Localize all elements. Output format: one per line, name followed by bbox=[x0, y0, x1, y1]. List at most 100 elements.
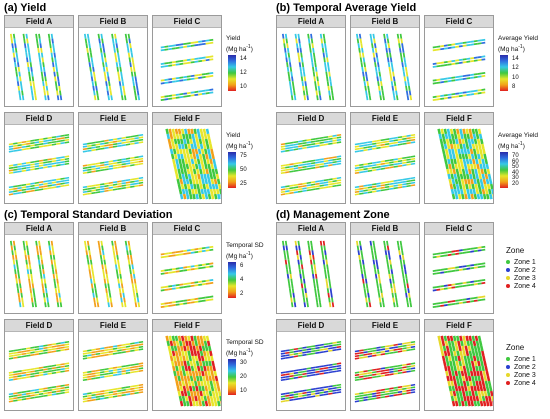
yield-pass-segment bbox=[117, 166, 122, 169]
yield-pass-segment bbox=[397, 157, 403, 160]
yield-pass-segment bbox=[323, 138, 329, 141]
facet-field-d: Field D bbox=[4, 319, 74, 411]
yield-pass-segment bbox=[29, 269, 33, 275]
yield-pass-segment bbox=[97, 33, 101, 39]
yield-pass-segment bbox=[457, 340, 461, 347]
yield-pass-segment bbox=[312, 278, 316, 284]
yield-pass-segment bbox=[25, 185, 31, 188]
yield-pass-segment bbox=[371, 188, 377, 191]
yield-pass-segment bbox=[332, 184, 337, 188]
yield-pass-segment bbox=[447, 76, 452, 80]
yield-pass-segment bbox=[47, 158, 53, 161]
yield-pass-segment bbox=[470, 250, 475, 253]
field-map-svg bbox=[165, 128, 221, 200]
yield-pass-segment bbox=[302, 370, 307, 373]
yield-pass-segment bbox=[449, 183, 454, 190]
yield-pass-segment bbox=[436, 98, 441, 101]
yield-pass-segment bbox=[95, 292, 98, 298]
yield-pass-segment bbox=[468, 183, 472, 190]
yield-pass-segment bbox=[183, 42, 188, 46]
yield-pass-segment bbox=[354, 193, 360, 196]
yield-pass-segment bbox=[395, 297, 398, 303]
legend-color-bar bbox=[500, 55, 508, 91]
yield-pass-segment bbox=[455, 302, 460, 305]
yield-pass-segment bbox=[491, 188, 493, 195]
yield-pass-segment bbox=[325, 71, 328, 77]
yield-pass-segment bbox=[285, 166, 290, 169]
yield-pass-segment bbox=[112, 159, 118, 162]
yield-pass-segment bbox=[315, 373, 320, 376]
yield-pass-segment bbox=[121, 95, 124, 101]
yield-pass-segment bbox=[280, 169, 286, 172]
zone-legend-item: Zone 2 bbox=[506, 363, 536, 371]
yield-pass-segment bbox=[205, 282, 210, 285]
yield-pass-segment bbox=[186, 360, 191, 367]
yield-pass-segment bbox=[447, 60, 452, 63]
yield-pass-segment bbox=[201, 246, 206, 250]
yield-pass-segment bbox=[13, 142, 18, 145]
yield-pass-segment bbox=[98, 38, 101, 44]
yield-pass-segment bbox=[374, 254, 378, 260]
yield-pass-segment bbox=[293, 186, 299, 189]
yield-pass-segment bbox=[13, 190, 18, 193]
yield-pass-segment bbox=[297, 395, 303, 398]
yield-pass-segment bbox=[393, 158, 399, 161]
yield-pass-segment bbox=[88, 269, 92, 275]
yield-pass-segment bbox=[462, 248, 467, 251]
yield-pass-segment bbox=[398, 250, 401, 256]
yield-pass-segment bbox=[380, 85, 384, 91]
yield-pass-segment bbox=[389, 182, 394, 186]
facet-field-e: Field E bbox=[350, 112, 420, 204]
yield-pass-segment bbox=[180, 390, 185, 397]
yield-pass-segment bbox=[91, 163, 96, 166]
yield-pass-segment bbox=[96, 302, 100, 308]
yield-pass-segment bbox=[87, 185, 92, 188]
yield-pass-segment bbox=[336, 369, 342, 372]
yield-pass-segment bbox=[477, 335, 482, 342]
yield-pass-segment bbox=[410, 343, 416, 346]
yield-pass-segment bbox=[481, 58, 486, 61]
yield-pass-segment bbox=[34, 372, 40, 375]
yield-pass-segment bbox=[388, 273, 391, 279]
yield-pass-segment bbox=[289, 398, 294, 402]
yield-pass-segment bbox=[486, 390, 491, 397]
yield-pass-segment bbox=[328, 140, 333, 143]
yield-pass-segment bbox=[44, 76, 47, 82]
yield-pass-segment bbox=[280, 354, 286, 358]
yield-pass-segment bbox=[55, 273, 59, 279]
yield-pass-segment bbox=[322, 240, 326, 246]
zone-dot-icon bbox=[506, 357, 510, 361]
yield-pass-segment bbox=[457, 385, 462, 392]
yield-pass-segment bbox=[326, 283, 329, 289]
yield-pass-segment bbox=[175, 365, 179, 372]
facet-strip-label: Field C bbox=[425, 16, 493, 28]
yield-pass-segment bbox=[447, 79, 452, 83]
yield-pass-segment bbox=[198, 40, 203, 43]
yield-pass-segment bbox=[17, 165, 22, 168]
yield-pass-segment bbox=[117, 57, 121, 63]
yield-pass-segment bbox=[460, 163, 465, 170]
yield-pass-segment bbox=[178, 133, 183, 140]
yield-pass-segment bbox=[302, 372, 307, 376]
yield-pass-segment bbox=[315, 351, 320, 355]
yield-pass-segment bbox=[13, 147, 18, 150]
yield-pass-segment bbox=[407, 288, 410, 294]
yield-pass-segment bbox=[446, 153, 450, 160]
yield-pass-segment bbox=[384, 43, 388, 49]
yield-pass-segment bbox=[314, 62, 317, 68]
yield-pass-segment bbox=[160, 305, 165, 309]
yield-pass-segment bbox=[111, 33, 114, 39]
yield-pass-segment bbox=[328, 164, 333, 167]
yield-pass-segment bbox=[458, 45, 463, 48]
yield-pass-segment bbox=[315, 346, 320, 350]
yield-pass-segment bbox=[328, 366, 333, 369]
yield-pass-segment bbox=[43, 389, 48, 393]
yield-pass-segment bbox=[182, 400, 187, 407]
yield-pass-segment bbox=[21, 188, 27, 191]
yield-pass-segment bbox=[392, 278, 395, 284]
yield-pass-segment bbox=[138, 364, 144, 368]
yield-pass-segment bbox=[386, 33, 389, 39]
yield-pass-segment bbox=[25, 376, 31, 379]
zone-legend-label: Zone 2 bbox=[514, 266, 536, 274]
yield-pass-segment bbox=[16, 76, 19, 82]
